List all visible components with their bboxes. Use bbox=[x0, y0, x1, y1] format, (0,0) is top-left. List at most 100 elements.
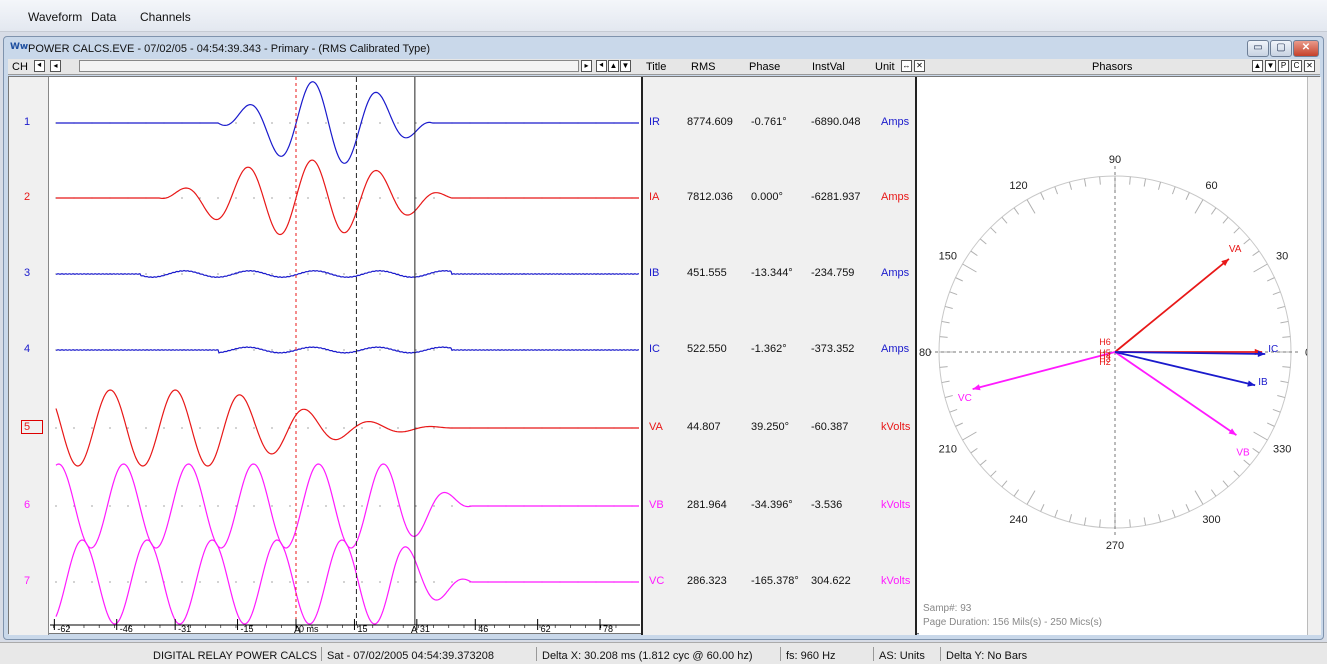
phasor-angle-label: 0 bbox=[1305, 347, 1307, 359]
phasor-arrowhead bbox=[1221, 258, 1229, 266]
waveform-trace bbox=[56, 269, 639, 279]
channel-unit-cell: Amps bbox=[881, 267, 910, 279]
phasor-vertical-scrollbar[interactable] bbox=[1307, 77, 1321, 635]
channel-phase-cell: -34.396° bbox=[751, 499, 793, 511]
channel-rms-cell: 286.323 bbox=[687, 575, 727, 587]
phasor-p-button[interactable]: P bbox=[1278, 60, 1289, 72]
time-tick-label: 15 bbox=[357, 624, 367, 634]
channel-title-cell: VA bbox=[649, 421, 663, 433]
scale-down-button[interactable]: ▼ bbox=[620, 60, 631, 72]
minimize-button[interactable]: ▭ bbox=[1247, 40, 1269, 57]
phasor-down-button[interactable]: ▼ bbox=[1265, 60, 1276, 72]
title-column-header[interactable]: Title bbox=[646, 61, 667, 73]
channel-phase-cell: -165.378° bbox=[751, 575, 799, 587]
ch-header: CH bbox=[12, 61, 28, 73]
phasor-arrowhead bbox=[1247, 380, 1256, 387]
phasor-diagram: 9060300330300270240210180150120VAVBVCICI… bbox=[919, 154, 1307, 552]
channel-instval-cell: -60.387 bbox=[811, 421, 849, 433]
phasor-arrowhead bbox=[972, 384, 981, 391]
status-timestamp: Sat - 07/02/2005 04:54:39.373208 bbox=[327, 650, 494, 662]
waveform-plot[interactable]: -62 -46 -31 -15 0 ms 15 31 46 62 78 A A bbox=[50, 77, 640, 635]
menu-channels[interactable]: Channels bbox=[140, 10, 191, 24]
status-as-units: AS: Units bbox=[879, 650, 925, 662]
status-delta-y: Delta Y: No Bars bbox=[946, 650, 1028, 662]
channel-instval-cell: -6281.937 bbox=[811, 191, 861, 203]
channel-unit-cell: kVolts bbox=[881, 499, 911, 511]
channel-rms-cell: 522.550 bbox=[687, 343, 727, 355]
maximize-button[interactable]: ▢ bbox=[1270, 40, 1292, 57]
channel-instval-cell: -234.759 bbox=[811, 267, 855, 279]
cursor-a-marker: A bbox=[294, 625, 301, 635]
channel-unit-cell: kVolts bbox=[881, 575, 911, 587]
phasor-label: VC bbox=[958, 393, 972, 404]
menu-waveform[interactable]: Waveform bbox=[28, 10, 83, 24]
time-tick-label: 46 bbox=[478, 624, 488, 634]
waveform-trace bbox=[55, 389, 639, 467]
menu-data[interactable]: Data bbox=[91, 10, 117, 24]
channel-number[interactable]: 6 bbox=[23, 499, 31, 511]
channel-phase-cell: -0.761° bbox=[751, 116, 787, 128]
phasor-angle-label: 270 bbox=[1106, 540, 1124, 552]
status-sample-rate: fs: 960 Hz bbox=[786, 650, 836, 662]
time-tick-label: -31 bbox=[178, 624, 191, 634]
channel-unit-cell: Amps bbox=[881, 116, 910, 128]
time-tick-label: 62 bbox=[541, 624, 551, 634]
page-left-button[interactable]: ⯇ bbox=[596, 60, 607, 72]
status-bar: DIGITAL RELAY POWER CALCS Sat - 07/02/20… bbox=[0, 642, 1327, 664]
phasor-c-button[interactable]: C bbox=[1291, 60, 1302, 72]
phasor-angle-label: 30 bbox=[1276, 251, 1288, 263]
channel-table: IR 8774.609 -0.761° -6890.048 Amps IA 7812.036… bbox=[641, 77, 917, 635]
close-table-button[interactable]: ✕ bbox=[914, 60, 925, 72]
unit-column-header[interactable]: Unit bbox=[875, 61, 895, 73]
channel-rms-cell: 44.807 bbox=[687, 421, 721, 433]
scale-up-button[interactable]: ▲ bbox=[608, 60, 619, 72]
channel-rms-cell: 281.964 bbox=[687, 499, 727, 511]
channel-number[interactable]: 1 bbox=[23, 116, 31, 128]
channel-unit-cell: kVolts bbox=[881, 421, 911, 433]
phasor-angle-label: 180 bbox=[919, 347, 931, 359]
phasor-close-button[interactable]: ✕ bbox=[1304, 60, 1315, 72]
channel-rms-cell: 451.555 bbox=[687, 267, 727, 279]
channel-unit-cell: Amps bbox=[881, 343, 910, 355]
channel-instval-cell: -6890.048 bbox=[811, 116, 861, 128]
status-app-name: DIGITAL RELAY POWER CALCS bbox=[153, 650, 318, 662]
channel-number[interactable]: 2 bbox=[23, 191, 31, 203]
channel-number-strip: 1 2 3 4 5 6 7 bbox=[9, 77, 49, 635]
time-tick-label: 0 ms bbox=[299, 624, 319, 634]
waveform-svg: -62 -46 -31 -15 0 ms 15 31 46 62 78 A A bbox=[50, 77, 640, 635]
instval-column-header[interactable]: InstVal bbox=[812, 61, 845, 73]
scroll-left-button[interactable]: ◂ bbox=[50, 60, 61, 72]
phase-column-header[interactable]: Phase bbox=[749, 61, 781, 73]
scroll-right-button[interactable]: ▸ bbox=[581, 60, 592, 72]
phasor-angle-label: 90 bbox=[1109, 154, 1121, 166]
phasors-header: Phasors bbox=[1092, 61, 1133, 73]
channel-number[interactable]: 3 bbox=[23, 267, 31, 279]
channel-number[interactable]: 5 bbox=[23, 421, 31, 433]
channel-title-cell: IA bbox=[649, 191, 660, 203]
phasor-up-button[interactable]: ▲ bbox=[1252, 60, 1263, 72]
phasor-panel: 9060300330300270240210180150120VAVBVCICI… bbox=[919, 77, 1321, 635]
scroll-left-end-button[interactable]: ⯇ bbox=[34, 60, 45, 72]
channel-phase-cell: -13.344° bbox=[751, 267, 793, 279]
harmonic-label: H5 bbox=[1099, 348, 1111, 358]
resize-columns-button[interactable]: ↔ bbox=[901, 60, 912, 72]
waveform-trace bbox=[55, 539, 639, 625]
channel-title-cell: IR bbox=[649, 116, 660, 128]
phasor-angle-label: 300 bbox=[1202, 514, 1220, 526]
close-button[interactable]: ✕ bbox=[1293, 40, 1319, 57]
channel-title-cell: IB bbox=[649, 267, 660, 279]
channel-number[interactable]: 7 bbox=[23, 575, 31, 587]
phasor-label: VB bbox=[1236, 448, 1250, 459]
page-duration: Page Duration: 156 Mils(s) - 250 Mics(s) bbox=[923, 617, 1102, 628]
phasor-label: IC bbox=[1268, 344, 1278, 355]
channel-instval-cell: -3.536 bbox=[811, 499, 843, 511]
channel-instval-cell: -373.352 bbox=[811, 343, 855, 355]
waveform-trace bbox=[56, 81, 639, 164]
channel-number[interactable]: 4 bbox=[23, 343, 31, 355]
channel-title-cell: IC bbox=[649, 343, 660, 355]
phasor-angle-label: 120 bbox=[1009, 180, 1027, 192]
phasor-angle-label: 210 bbox=[939, 444, 957, 456]
rms-column-header[interactable]: RMS bbox=[691, 61, 716, 73]
phasor-arrowhead bbox=[1228, 428, 1237, 436]
time-scrollbar[interactable] bbox=[79, 60, 579, 72]
